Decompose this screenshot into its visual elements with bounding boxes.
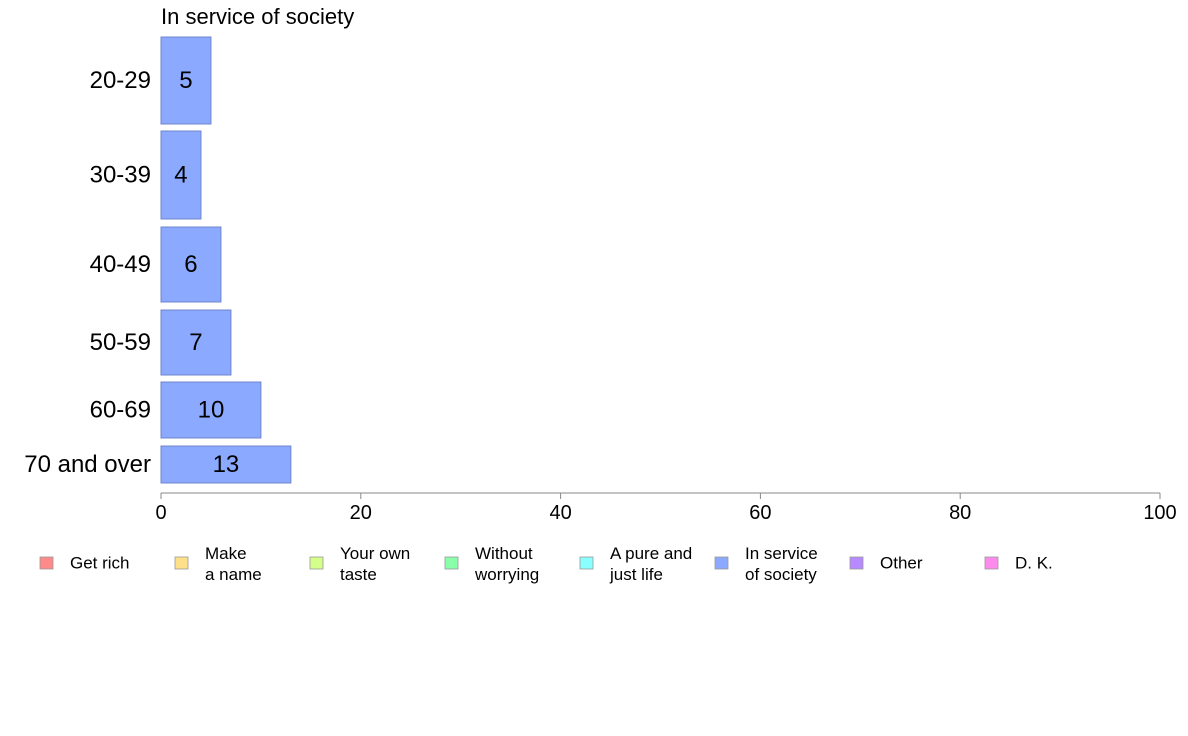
legend-swatch (444, 556, 459, 570)
category-label: 50-59 (90, 329, 151, 356)
bars-group: 20-29 5 30-39 4 40-49 6 50-59 7 60-69 10 70 and ov… (24, 36, 292, 484)
x-tick-label: 0 (155, 502, 166, 524)
bar (160, 36, 212, 125)
x-tick-label: 60 (749, 502, 771, 524)
x-axis: 0 20 40 60 80 100 (155, 492, 1177, 524)
legend-label: Your own taste (340, 544, 410, 584)
data-label: 6 (184, 251, 197, 278)
x-tick-label: 40 (549, 502, 571, 524)
legend-label: In service of society (745, 544, 818, 584)
data-label: 7 (189, 329, 202, 356)
category-label: 40-49 (90, 251, 151, 278)
category-label: 20-29 (90, 67, 151, 94)
bar (160, 445, 292, 484)
data-label: 4 (174, 162, 187, 189)
legend-swatch (174, 556, 189, 570)
legend-label: Without worrying (474, 544, 539, 584)
category-label: 30-39 (90, 162, 151, 189)
x-tick-label: 100 (1143, 502, 1176, 524)
data-label: 5 (179, 67, 192, 94)
legend-swatch (714, 556, 729, 570)
bar (160, 130, 202, 220)
legend-swatch (579, 556, 594, 570)
legend-label: Make a name (205, 544, 262, 584)
legend-swatch (984, 556, 999, 570)
data-label: 10 (198, 397, 225, 424)
bar (160, 309, 232, 376)
category-label: 60-69 (90, 397, 151, 424)
legend-label: D. K. (1015, 554, 1053, 573)
legend-swatch (309, 556, 324, 570)
legend-label: A pure and just life (609, 544, 692, 584)
bar (160, 381, 262, 439)
legend-label: Get rich (70, 554, 130, 573)
x-tick-label: 20 (350, 502, 372, 524)
legend: Get rich Make a name Your own taste Without wo… (39, 544, 1053, 584)
bar (160, 226, 222, 303)
x-tick-label: 80 (949, 502, 971, 524)
category-label: 70 and over (24, 451, 151, 478)
data-label: 13 (213, 451, 240, 478)
legend-swatch (39, 556, 54, 570)
chart-title: In service of society (161, 4, 354, 29)
legend-swatch (849, 556, 864, 570)
legend-label: Other (880, 554, 923, 573)
